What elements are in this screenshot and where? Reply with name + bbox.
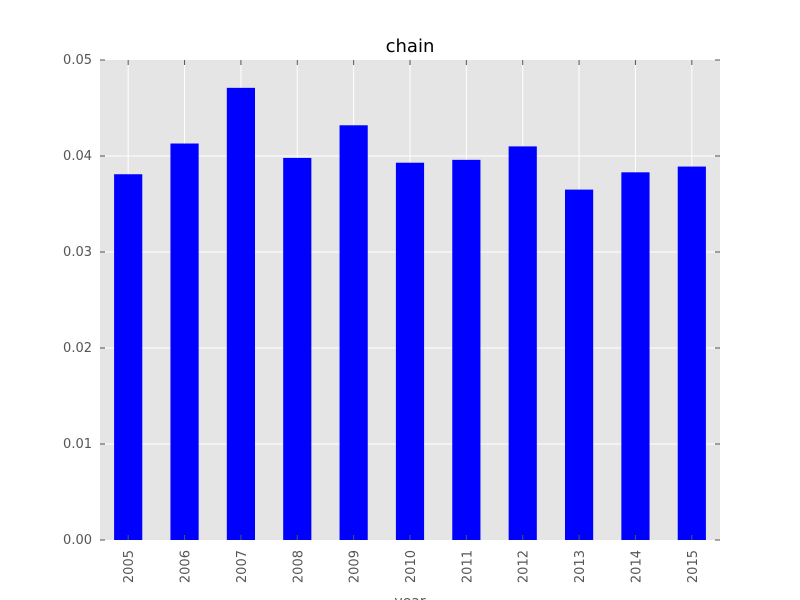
- bar: [621, 172, 650, 540]
- x-tick-label: 2007: [235, 550, 250, 583]
- y-tick-label: 0.05: [63, 53, 92, 68]
- x-tick-label: 2013: [573, 550, 588, 583]
- chart-title: chain: [386, 36, 435, 57]
- bar: [677, 166, 706, 540]
- x-tick-label: 2014: [629, 550, 644, 583]
- bars: [114, 87, 706, 541]
- x-tick-label: 2005: [122, 550, 137, 583]
- x-tick-label: 2012: [517, 550, 532, 583]
- x-axis-label: year: [394, 594, 425, 600]
- x-tick-label: 2009: [348, 550, 363, 583]
- y-tick-label: 0.00: [63, 533, 92, 548]
- bar: [339, 125, 368, 540]
- y-tick-label: 0.01: [63, 437, 92, 452]
- bar: [508, 146, 537, 540]
- x-axis-ticks: 2005 2006 2007 2008 2009 2010 2011 2012 2013 2014…: [122, 60, 701, 583]
- bar: [452, 159, 481, 540]
- bar: [226, 87, 255, 540]
- x-tick-label: 2010: [404, 550, 419, 583]
- bar: [170, 143, 199, 540]
- x-tick-label: 2008: [291, 550, 306, 583]
- x-tick-label: 2011: [460, 550, 475, 583]
- bar: [395, 162, 425, 540]
- y-axis-ticks: 0.00 0.01 0.02 0.03 0.04 0.05: [63, 53, 720, 548]
- y-tick-label: 0.04: [63, 149, 92, 164]
- y-tick-label: 0.03: [63, 245, 92, 260]
- bar: [565, 189, 594, 540]
- bar: [283, 157, 312, 541]
- bar: [114, 174, 143, 541]
- x-tick-label: 2006: [179, 550, 194, 583]
- x-tick-label: 2015: [686, 550, 701, 583]
- y-tick-label: 0.02: [63, 341, 92, 356]
